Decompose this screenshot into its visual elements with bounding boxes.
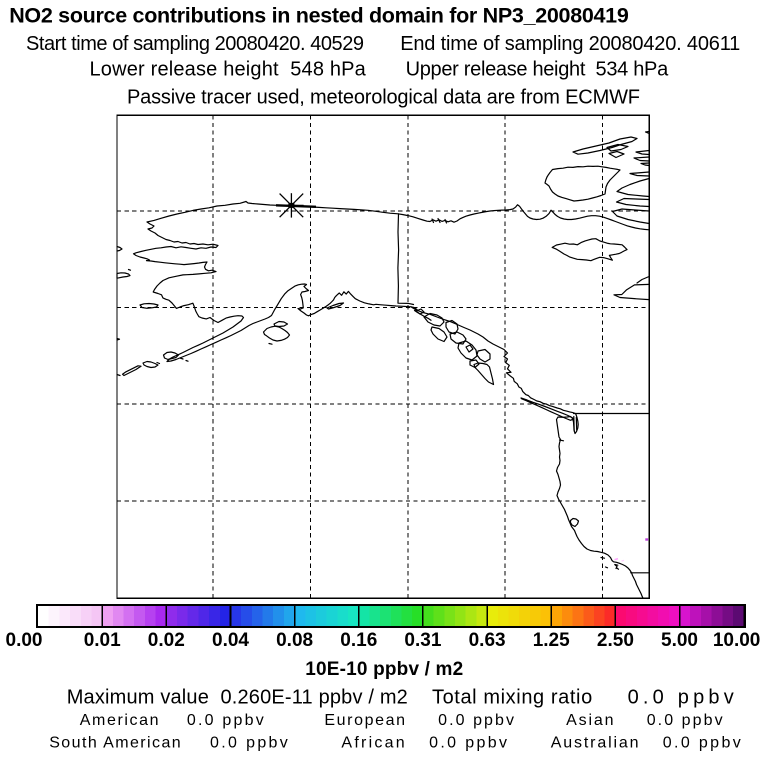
svg-text:10E-10 ppbv / m2: 10E-10 ppbv / m2 <box>305 659 463 680</box>
svg-text:0.0 ppbv: 0.0 ppbv <box>210 735 288 752</box>
svg-text:0.00: 0.00 <box>6 630 43 651</box>
svg-text:0.16: 0.16 <box>340 630 377 651</box>
svg-text:Start time of sampling 2008042: Start time of sampling 20080420. 40529 <box>26 33 364 55</box>
svg-text:European: European <box>324 712 405 729</box>
svg-text:Upper release height 534 hPa: Upper release height 534 hPa <box>406 59 669 81</box>
svg-text:0.31: 0.31 <box>404 630 441 651</box>
svg-text:Australian: Australian <box>551 735 639 752</box>
svg-text:10.00: 10.00 <box>713 630 761 651</box>
svg-text:0.04: 0.04 <box>212 630 249 651</box>
svg-text:South American: South American <box>49 735 181 752</box>
svg-text:0.01: 0.01 <box>84 630 121 651</box>
svg-text:0.0 ppbv: 0.0 ppbv <box>663 735 741 752</box>
svg-text:0.63: 0.63 <box>469 630 506 651</box>
svg-text:Lower release height 548 hPa: Lower release height 548 hPa <box>90 59 367 81</box>
svg-text:1.25: 1.25 <box>533 630 570 651</box>
svg-text:0.08: 0.08 <box>276 630 313 651</box>
svg-text:0.0 ppbv: 0.0 ppbv <box>647 712 723 729</box>
svg-text:End time of sampling 20080420.: End time of sampling 20080420. 40611 <box>400 33 740 55</box>
svg-text:0.0 ppbv: 0.0 ppbv <box>187 712 264 729</box>
svg-text:0.0 ppbv: 0.0 ppbv <box>438 712 514 729</box>
svg-text:Asian: Asian <box>566 712 613 729</box>
svg-text:2.50: 2.50 <box>597 630 634 651</box>
svg-text:0.0 ppbv: 0.0 ppbv <box>628 686 734 708</box>
svg-text:Maximum value 0.260E-11 ppbv: Maximum value 0.260E-11 ppbv / m2 <box>67 686 408 708</box>
svg-text:Total mixing ratio: Total mixing ratio <box>432 686 592 708</box>
svg-text:Passive tracer used, meteorolo: Passive tracer used, meteorological data… <box>127 86 640 108</box>
svg-text:0.02: 0.02 <box>148 630 185 651</box>
svg-text:0.0 ppbv: 0.0 ppbv <box>429 735 507 752</box>
svg-text:NO2 source contributions in ne: NO2 source contributions in nested domai… <box>9 3 629 27</box>
svg-text:American: American <box>80 712 159 729</box>
svg-text:5.00: 5.00 <box>661 630 698 651</box>
